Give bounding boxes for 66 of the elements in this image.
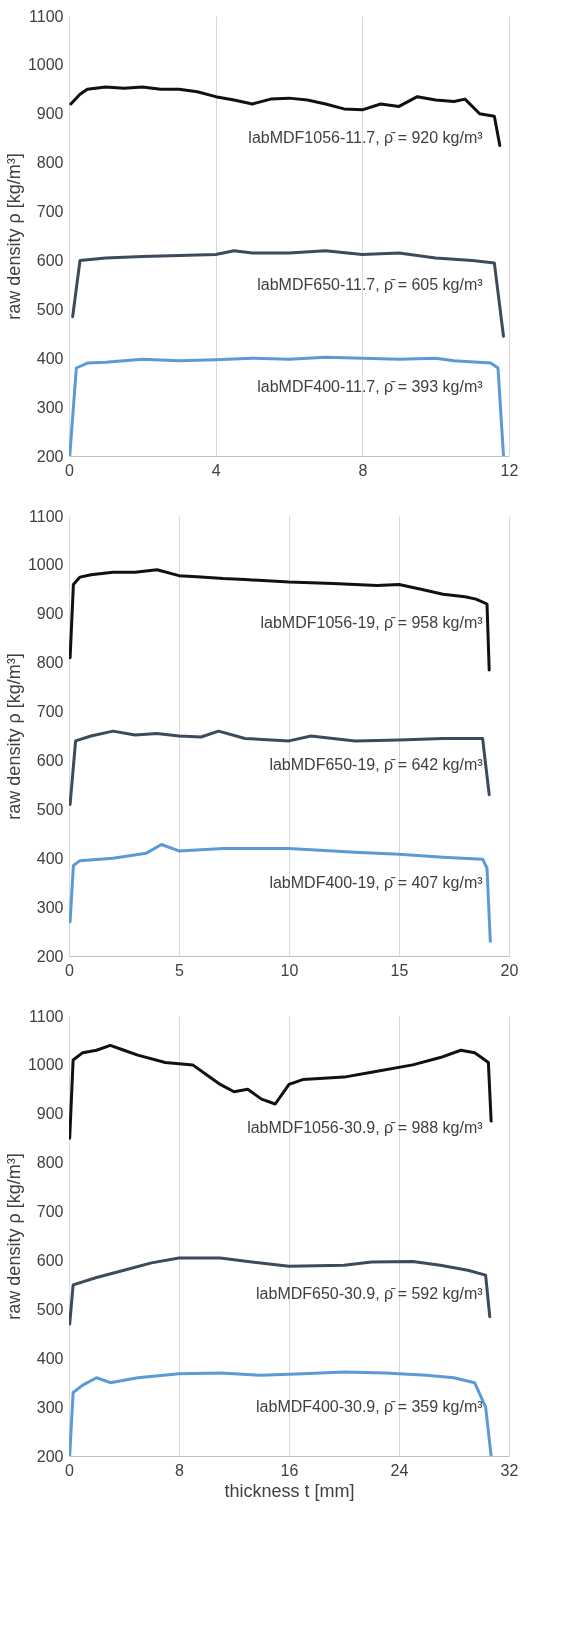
y-tick-label: 200: [36, 1447, 64, 1465]
y-tick-label: 300: [36, 398, 64, 416]
line-series: [69, 843, 492, 943]
series-label: labMDF1056-11.7, ρ̄ = 920 kg/m³: [248, 128, 484, 146]
y-tick-label: 900: [36, 605, 64, 623]
line-series: [69, 85, 502, 148]
series-label: labMDF400-19, ρ̄ = 407 kg/m³: [269, 874, 484, 892]
line-series: [69, 729, 491, 806]
y-tick-label: 300: [36, 1398, 64, 1416]
line-series: [69, 1370, 493, 1456]
y-axis-title: raw density ρ [kg/m³]: [3, 1153, 24, 1320]
y-tick-label: 500: [36, 1300, 64, 1318]
x-tick-label: 12: [500, 461, 519, 479]
x-axis-title: thickness t [mm]: [224, 1480, 355, 1501]
y-tick-label: 800: [36, 154, 64, 172]
y-tick-label: 1000: [27, 1056, 64, 1074]
y-tick-label: 600: [36, 251, 64, 269]
y-tick-label: 200: [36, 447, 64, 465]
y-tick-label: 400: [36, 349, 64, 367]
series-label: labMDF650-11.7, ρ̄ = 605 kg/m³: [257, 275, 484, 293]
y-tick-label: 700: [36, 203, 64, 221]
x-tick-label: 10: [280, 961, 299, 979]
x-tick-label: 0: [65, 461, 75, 479]
line-series: [69, 568, 491, 672]
y-tick-label: 500: [36, 300, 64, 318]
y-tick-label: 400: [36, 849, 64, 867]
x-tick-label: 15: [390, 961, 409, 979]
series-label: labMDF400-30.9, ρ̄ = 359 kg/m³: [256, 1397, 484, 1415]
y-tick-label: 800: [36, 1154, 64, 1172]
y-tick-label: 1100: [29, 7, 64, 25]
series-label: labMDF650-19, ρ̄ = 642 kg/m³: [269, 756, 484, 774]
y-tick-label: 1100: [29, 1007, 64, 1025]
series-label: labMDF650-30.9, ρ̄ = 592 kg/m³: [256, 1285, 484, 1303]
y-tick-label: 900: [36, 105, 64, 123]
x-tick-label: 32: [500, 1461, 519, 1479]
x-tick-label: 0: [65, 1461, 75, 1479]
y-tick-label: 1000: [27, 556, 64, 574]
y-axis-title: raw density ρ [kg/m³]: [3, 653, 24, 820]
y-tick-label: 600: [36, 751, 64, 769]
y-tick-label: 700: [36, 703, 64, 721]
series-label: labMDF400-11.7, ρ̄ = 393 kg/m³: [257, 378, 484, 396]
x-tick-label: 20: [500, 961, 519, 979]
series-label: labMDF1056-19, ρ̄ = 958 kg/m³: [260, 614, 484, 632]
x-tick-label: 8: [175, 1461, 185, 1479]
y-tick-label: 400: [36, 1349, 64, 1367]
x-tick-label: 24: [390, 1461, 409, 1479]
y-tick-label: 800: [36, 654, 64, 672]
y-tick-label: 900: [36, 1105, 64, 1123]
x-tick-label: 5: [175, 961, 185, 979]
line-series: [69, 355, 505, 456]
line-series: [69, 1043, 493, 1140]
y-axis-title: raw density ρ [kg/m³]: [3, 153, 24, 320]
y-tick-label: 500: [36, 800, 64, 818]
y-tick-label: 1100: [29, 507, 64, 525]
x-tick-label: 8: [358, 461, 368, 479]
series-label: labMDF1056-30.9, ρ̄ = 988 kg/m³: [247, 1119, 484, 1137]
line-series: [71, 249, 505, 338]
line-series: [69, 1256, 492, 1326]
y-tick-label: 200: [36, 947, 64, 965]
y-tick-label: 700: [36, 1203, 64, 1221]
y-tick-label: 600: [36, 1251, 64, 1269]
x-tick-label: 0: [65, 961, 75, 979]
x-tick-label: 16: [280, 1461, 299, 1479]
y-tick-label: 1000: [27, 56, 64, 74]
x-tick-label: 4: [211, 461, 221, 479]
y-tick-label: 300: [36, 898, 64, 916]
